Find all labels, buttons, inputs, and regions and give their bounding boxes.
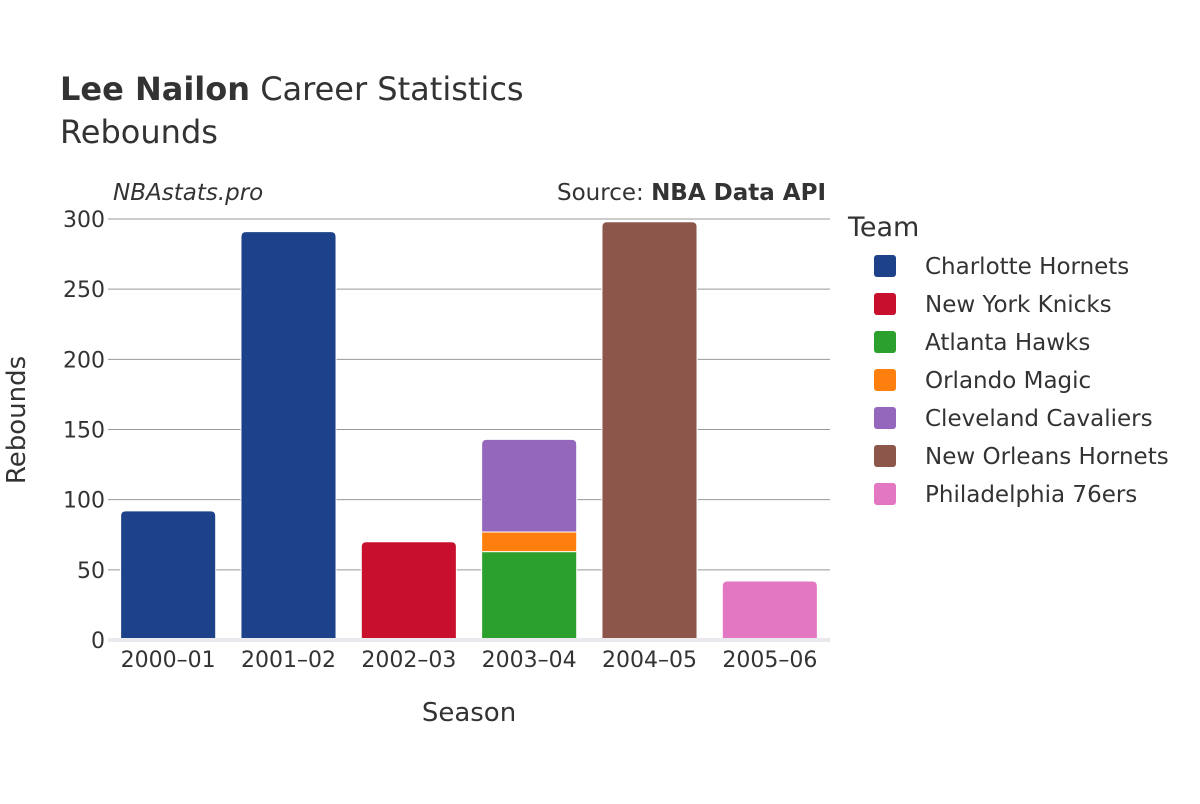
legend-label: Atlanta Hawks — [925, 330, 1090, 356]
x-tick-label: 2002–03 — [361, 648, 456, 673]
source-name: NBA Data API — [651, 180, 826, 206]
legend-item[interactable]: New York Knicks — [874, 292, 1112, 318]
chart-subtitle: Rebounds — [60, 113, 218, 151]
bar-segment — [481, 531, 578, 553]
legend-swatch — [874, 331, 896, 353]
legend-swatch — [874, 483, 896, 505]
legend-title: Team — [847, 212, 919, 243]
chart-title: Lee Nailon Career Statistics — [60, 70, 524, 108]
y-axis-label: Rebounds — [2, 356, 32, 484]
bar-segment — [120, 510, 217, 641]
legend-item[interactable]: Charlotte Hornets — [874, 254, 1129, 280]
y-tick-labels: 0 50 100 150 200 250 300 — [63, 208, 105, 654]
legend-label: Philadelphia 76ers — [925, 482, 1137, 508]
player-name: Lee Nailon — [60, 70, 250, 108]
x-tick-label: 2000–01 — [121, 648, 216, 673]
legend-swatch — [874, 293, 896, 315]
x-axis-label: Season — [422, 698, 516, 728]
source-label: Source: NBA Data API — [557, 180, 826, 206]
legend-swatch — [874, 445, 896, 467]
x-axis-line — [108, 638, 830, 642]
bar-segment — [360, 541, 457, 641]
bar-segment — [721, 580, 818, 641]
source-prefix: Source: — [557, 180, 651, 206]
y-tick-label: 300 — [63, 208, 105, 233]
grid-lines — [108, 218, 830, 571]
legend: Charlotte Hornets New York Knicks Atlanta … — [874, 254, 1169, 508]
bar-segment — [481, 551, 578, 641]
y-tick-label: 0 — [91, 629, 105, 654]
legend-item[interactable]: Atlanta Hawks — [874, 330, 1090, 356]
legend-swatch — [874, 407, 896, 429]
bar-segment — [240, 231, 337, 641]
x-tick-label: 2004–05 — [602, 648, 697, 673]
y-tick-label: 150 — [63, 419, 105, 444]
legend-swatch — [874, 369, 896, 391]
bar-segment — [481, 438, 578, 533]
legend-item[interactable]: Philadelphia 76ers — [874, 482, 1137, 508]
legend-item[interactable]: Orlando Magic — [874, 368, 1091, 394]
x-tick-label: 2005–06 — [722, 648, 817, 673]
y-tick-label: 200 — [63, 348, 105, 373]
legend-item[interactable]: New Orleans Hornets — [874, 444, 1169, 470]
bar-segment — [601, 221, 698, 641]
legend-label: Orlando Magic — [925, 368, 1091, 394]
y-tick-label: 100 — [63, 489, 105, 514]
x-tick-label: 2001–02 — [241, 648, 336, 673]
legend-item[interactable]: Cleveland Cavaliers — [874, 406, 1153, 432]
legend-label: Charlotte Hornets — [925, 254, 1129, 280]
legend-label: New York Knicks — [925, 292, 1112, 318]
legend-swatch — [874, 255, 896, 277]
title-rest: Career Statistics — [250, 70, 524, 108]
bars — [120, 221, 818, 641]
x-tick-labels: 2000–01 2001–02 2002–03 2003–04 2004–05 2005–… — [121, 648, 818, 673]
y-tick-label: 50 — [77, 559, 105, 584]
watermark: NBAstats.pro — [113, 180, 263, 206]
legend-label: Cleveland Cavaliers — [925, 406, 1153, 432]
y-tick-label: 250 — [63, 278, 105, 303]
x-tick-label: 2003–04 — [482, 648, 577, 673]
legend-label: New Orleans Hornets — [925, 444, 1169, 470]
